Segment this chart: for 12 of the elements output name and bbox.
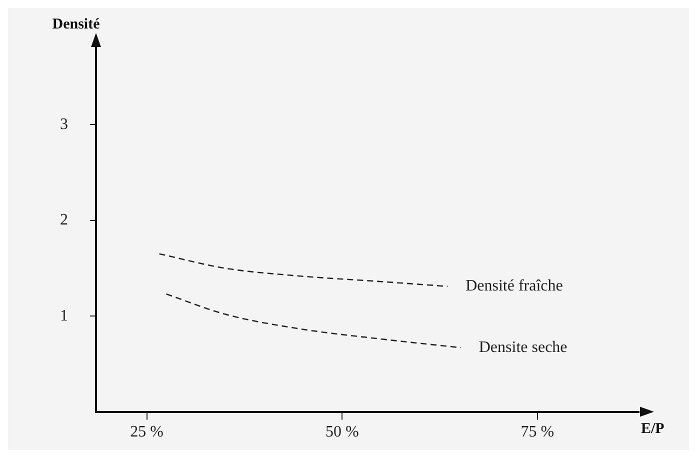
y-axis-title: Densité [52, 16, 100, 32]
y-tick-label: 2 [60, 212, 68, 229]
series-label: Densité fraîche [466, 278, 563, 295]
x-axis-title: E/P [641, 421, 664, 438]
y-tick-label: 1 [60, 307, 68, 324]
x-tick-label: 75 % [520, 424, 554, 441]
x-tick-label: 50 % [325, 424, 359, 441]
x-tick-label: 25 % [130, 424, 164, 441]
line-series [158, 253, 448, 288]
series-label: Densite seche [478, 338, 568, 356]
y-tick-label: 3 [60, 116, 68, 133]
line-series [166, 293, 462, 348]
